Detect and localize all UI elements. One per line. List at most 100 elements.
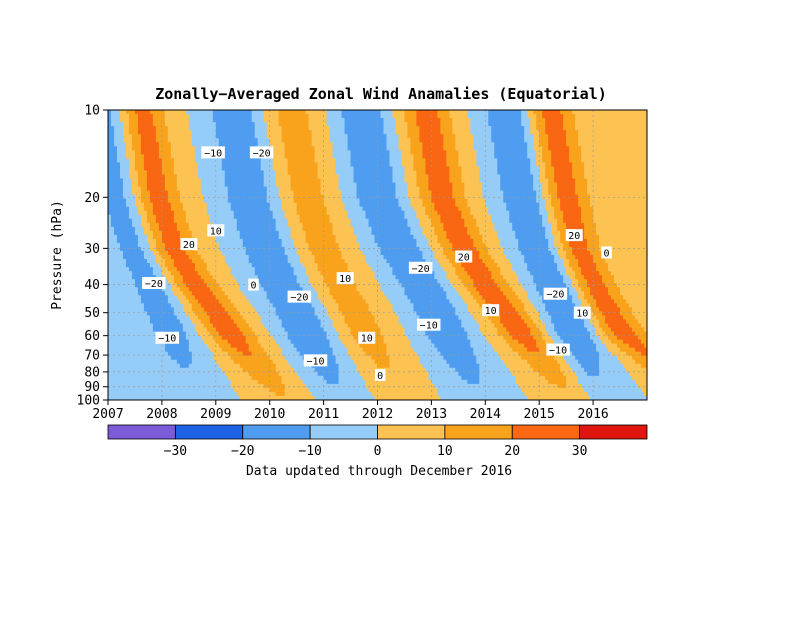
contour-cell	[215, 359, 220, 365]
contour-cell	[110, 395, 115, 400]
contour-cell	[164, 190, 169, 196]
contour-cell	[194, 259, 199, 264]
contour-cell	[191, 263, 196, 268]
contour-cell	[155, 122, 160, 127]
contour-cell	[140, 387, 145, 393]
contour-cell	[128, 110, 133, 115]
contour-cell	[224, 174, 229, 180]
contour-cell	[206, 250, 211, 256]
contour-cell	[158, 303, 163, 308]
contour-cell	[221, 271, 226, 276]
contour-cell	[134, 315, 139, 321]
contour-cell	[206, 218, 211, 224]
contour-cell	[194, 166, 199, 172]
contour-cell	[128, 303, 133, 308]
contour-cell	[149, 134, 154, 139]
contour-cell	[134, 130, 139, 135]
contour-cell	[122, 162, 127, 167]
contour-cell	[197, 303, 202, 308]
contour-cell	[230, 114, 235, 119]
contour-cell	[167, 299, 172, 304]
contour-cell	[119, 335, 124, 341]
contour-cell	[182, 259, 187, 264]
contour-cell	[206, 238, 211, 244]
contour-cell	[125, 367, 130, 373]
contour-cell	[155, 363, 160, 369]
contour-cell	[146, 222, 151, 228]
contour-cell	[149, 186, 154, 192]
contour-cell	[224, 114, 229, 119]
contour-cell	[152, 222, 157, 228]
contour-cell	[170, 186, 175, 192]
contour-cell	[215, 291, 220, 296]
contour-cell	[236, 323, 241, 329]
contour-cell	[155, 327, 160, 333]
contour-cell	[176, 311, 181, 317]
contour-cell	[176, 315, 181, 321]
contour-cell	[128, 391, 133, 397]
contour-cell	[152, 234, 157, 240]
contour-cell	[155, 146, 160, 151]
contour-cell	[209, 206, 214, 212]
contour-cell	[122, 267, 127, 272]
contour-cell	[194, 170, 199, 176]
contour-cell	[194, 126, 199, 131]
contour-cell	[221, 327, 226, 333]
contour-cell	[152, 218, 157, 224]
contour-cell	[227, 238, 232, 244]
contour-cell	[173, 250, 178, 256]
contour-cell	[125, 250, 130, 256]
contour-cell	[119, 283, 124, 288]
contour-cell	[197, 230, 202, 236]
contour-cell	[122, 347, 127, 353]
contour-cell	[194, 154, 199, 159]
contour-cell	[125, 275, 130, 280]
contour-cell	[221, 351, 226, 357]
contour-cell	[116, 287, 121, 292]
contour-cell	[161, 351, 166, 357]
contour-cell	[239, 303, 244, 308]
contour-cell	[110, 371, 115, 377]
contour-cell	[116, 275, 121, 280]
contour-cell	[110, 255, 115, 260]
contour-cell	[113, 142, 118, 147]
contour-cell	[233, 238, 238, 244]
contour-cell	[131, 395, 136, 400]
contour-cell	[108, 162, 112, 167]
contour-cell	[206, 162, 211, 167]
contour-cell	[188, 319, 193, 325]
contour-cell	[182, 363, 187, 369]
contour-cell	[149, 218, 154, 224]
contour-cell	[200, 250, 205, 256]
contour-cell	[116, 255, 121, 260]
contour-cell	[188, 311, 193, 317]
contour-cell	[152, 295, 157, 300]
contour-cell	[233, 263, 238, 268]
contour-cell	[110, 383, 115, 389]
contour-cell	[218, 255, 223, 260]
contour-cell	[110, 339, 115, 345]
contour-cell	[218, 287, 223, 292]
contour-cell	[119, 194, 124, 200]
contour-cell	[218, 379, 223, 385]
contour-cell	[134, 379, 139, 385]
contour-cell	[176, 343, 181, 349]
contour-cell	[227, 142, 232, 147]
contour-cell	[209, 379, 214, 385]
contour-cell	[221, 218, 226, 224]
contour-cell	[245, 202, 250, 208]
contour-cell	[224, 138, 229, 143]
contour-cell	[191, 162, 196, 167]
contour-cell	[206, 202, 211, 208]
contour-cell	[242, 359, 247, 365]
contour-cell	[152, 347, 157, 353]
contour-cell	[158, 218, 163, 224]
contour-cell	[161, 214, 166, 220]
contour-cell	[227, 259, 232, 264]
contour-cell	[137, 259, 142, 264]
contour-cell	[161, 347, 166, 353]
contour-cell	[110, 182, 115, 188]
contour-cell	[230, 174, 235, 180]
contour-cell	[134, 383, 139, 389]
